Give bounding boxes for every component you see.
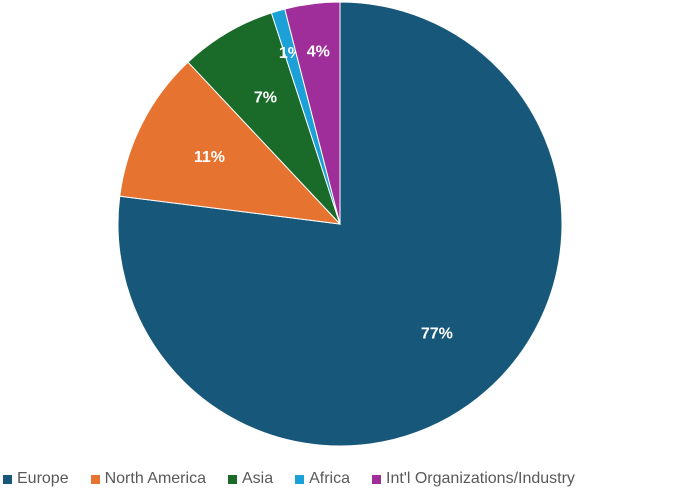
- legend-label-europe: Europe: [17, 470, 69, 487]
- pie-slice-int-l-organizations-industry: [284, 1, 341, 225]
- legend-swatch-africa: [295, 474, 305, 484]
- legend-item-africa: Africa: [295, 470, 350, 488]
- legend-label-asia: Asia: [241, 470, 274, 487]
- legend-swatch-north-america: [90, 474, 100, 484]
- legend-item-int-l-organizations-industry: Int'l Organizations/Industry: [372, 470, 575, 488]
- legend-item-europe: Europe: [3, 470, 69, 488]
- legend-label-int-l-organizations-industry: Int'l Organizations/Industry: [386, 470, 575, 487]
- data-label-north-america: 11%: [194, 149, 225, 166]
- data-label-int-l-organizations-industry: 4%: [307, 44, 330, 61]
- legend-swatch-europe: [3, 474, 12, 484]
- legend-swatch-asia: [227, 474, 237, 484]
- legend-swatch-int-l-organizations-industry: [372, 474, 381, 484]
- legend-item-asia: Asia: [227, 470, 274, 488]
- pie-plot-area: 77%11%7%1% 4%: [117, 1, 563, 447]
- data-label-europe: 77%: [421, 325, 453, 342]
- legend-item-north-america: North America: [90, 470, 206, 488]
- pie-slice-north-america: [119, 61, 342, 225]
- legend-label-africa: Africa: [309, 470, 350, 487]
- legend-label-north-america: North America: [104, 470, 206, 487]
- data-label-asia: 7%: [254, 89, 277, 106]
- chart-legend: Europe North America Asia Africa Int'l Organ…: [3, 470, 575, 488]
